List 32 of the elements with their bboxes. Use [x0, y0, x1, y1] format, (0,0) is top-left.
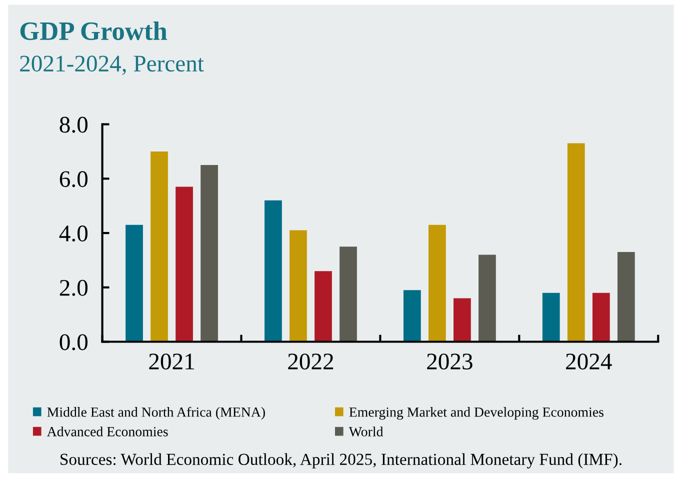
x-tick-label: 2023 — [427, 354, 472, 370]
y-tick-label: 2.0 — [60, 280, 88, 296]
bar — [264, 200, 282, 342]
bar — [478, 254, 496, 342]
bar — [150, 151, 168, 342]
x-tick-label: 2024 — [566, 354, 612, 370]
chart-subtitle: 2021-2024, Percent — [20, 56, 204, 75]
bar — [454, 298, 471, 342]
bar — [200, 165, 218, 342]
bar — [617, 252, 635, 342]
legend-label: Emerging Market and Developing Economies — [349, 407, 604, 420]
legend-label: World — [348, 426, 384, 436]
y-tick-label: 8.0 — [60, 116, 88, 133]
bar — [126, 224, 143, 342]
bar — [592, 292, 610, 342]
legend-label: Advanced Economies — [46, 426, 168, 436]
chart-title: GDP Growth — [20, 22, 168, 40]
y-tick-label: 4.0 — [59, 226, 88, 242]
y-tick-label: 0.0 — [60, 334, 88, 350]
x-tick-label: 2022 — [288, 354, 334, 370]
bar — [314, 271, 332, 342]
bar — [403, 290, 421, 342]
bar — [290, 230, 307, 342]
source-note: Sources: World Economic Outlook, April 2025, International Monetary Fund (IMF). — [60, 453, 622, 468]
y-tick-label: 6.0 — [60, 171, 88, 188]
bar — [176, 186, 193, 342]
legend-label: Middle East and North Africa (MENA) — [47, 406, 265, 420]
bar — [428, 224, 446, 342]
x-tick-label: 2021 — [149, 354, 194, 370]
bar — [567, 143, 585, 342]
bar — [542, 292, 560, 342]
bar — [340, 246, 357, 342]
